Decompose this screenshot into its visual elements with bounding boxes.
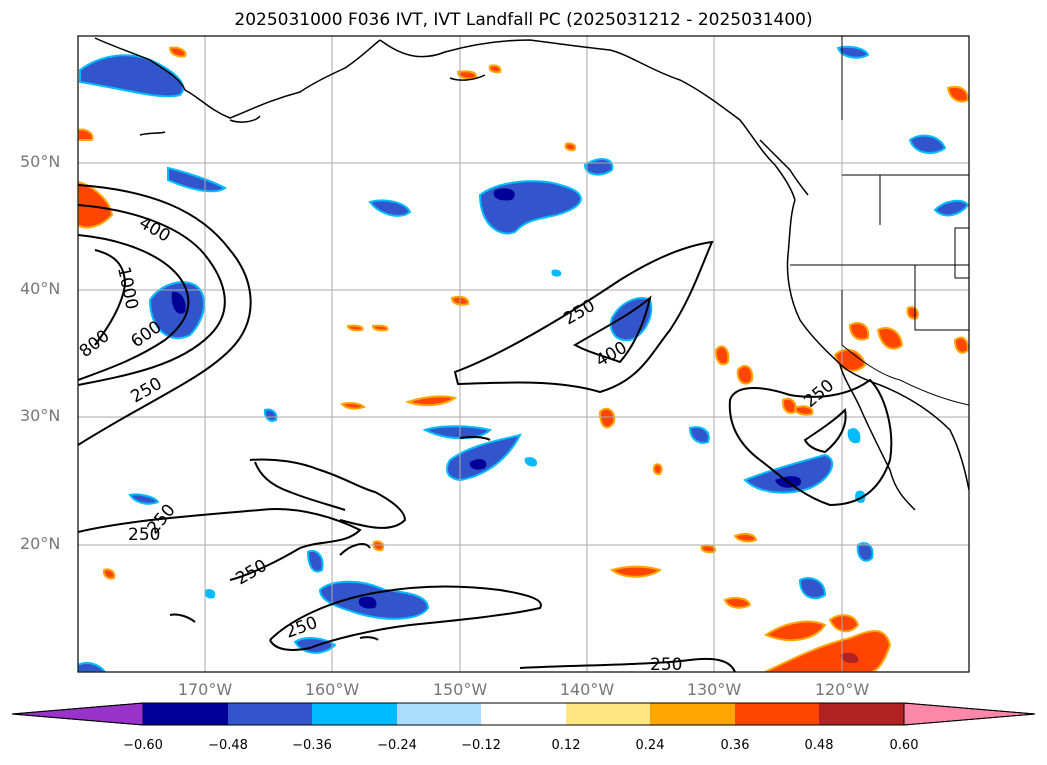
map-frame [77,35,970,673]
graticule [78,36,969,672]
colorbar-segment [650,703,735,725]
colorbar-extend-max [903,702,1036,726]
negative-anomaly-regions [78,45,969,672]
map-title: 2025031000 F036 IVT, IVT Landfall PC (20… [234,10,813,30]
coastlines [94,37,969,511]
colorbar-tick-label: −0.36 [292,738,332,753]
state-borders [790,36,969,406]
colorbar-tick-label: −0.60 [123,738,163,753]
colorbar-segment [397,703,481,725]
colorbar-segment [228,703,312,725]
colorbar-segment [566,703,650,725]
contour-label: 250 [650,655,682,675]
colorbar-segment [735,703,819,725]
lon-label: 140°W [559,680,615,699]
lat-label: 40°N [20,279,61,298]
colorbar-segment [481,703,566,725]
lat-label: 50°N [20,152,61,171]
colorbar-tick-label: 0.12 [551,738,581,753]
lat-label: 20°N [20,534,61,553]
colorbar-segment [312,703,397,725]
lon-label: 120°W [814,680,870,699]
colorbar-tick-label: 0.60 [889,738,919,753]
colorbar-segment [819,703,904,725]
colorbar [11,702,1036,726]
colorbar-tick-label: 0.36 [720,738,750,753]
colorbar-tick-label: −0.12 [461,738,501,753]
lon-label: 130°W [686,680,742,699]
map-content: 400 1000 800 600 250 250 400 250 250 250… [78,36,969,675]
colorbar-segment [143,703,228,725]
contour-label: 250 [128,525,160,545]
lon-label: 160°W [304,680,360,699]
colorbar-tick-label: −0.48 [208,738,248,753]
contour-lines [78,184,893,672]
colorbar-tick-label: 0.48 [804,738,834,753]
lon-label: 170°W [177,680,233,699]
colorbar-tick-label: 0.24 [635,738,665,753]
colorbar-extend-min [11,702,144,726]
colorbar-tick-label: −0.24 [377,738,417,753]
lon-label: 150°W [432,680,488,699]
lat-label: 30°N [20,406,61,425]
